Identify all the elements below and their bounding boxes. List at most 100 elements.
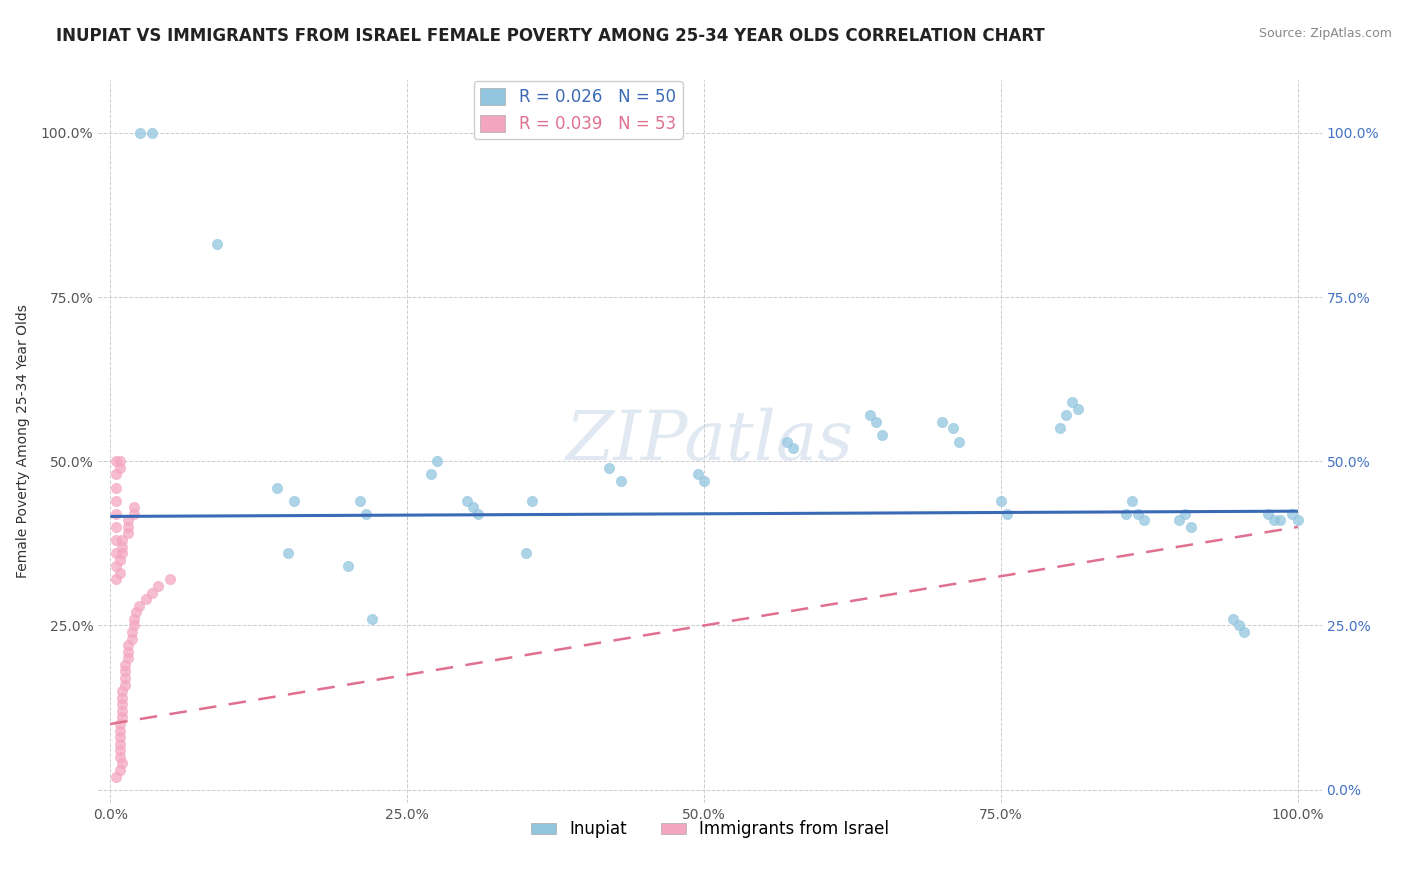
Immigrants from Israel [108, 749, 131, 764]
Immigrants from Israel [122, 507, 145, 521]
Inupiat [598, 460, 620, 475]
Immigrants from Israel [105, 573, 128, 587]
Inupiat [610, 474, 633, 488]
Inupiat [283, 493, 305, 508]
Immigrants from Israel [108, 723, 131, 738]
Immigrants from Israel [111, 533, 134, 547]
Inupiat [995, 507, 1018, 521]
Inupiat [354, 507, 377, 521]
Inupiat [1174, 507, 1197, 521]
Immigrants from Israel [105, 546, 128, 560]
Immigrants from Israel [117, 526, 139, 541]
Inupiat [141, 126, 163, 140]
Inupiat [931, 415, 953, 429]
Immigrants from Israel [111, 710, 134, 724]
Immigrants from Israel [111, 540, 134, 554]
Immigrants from Israel [105, 467, 128, 482]
Inupiat [1263, 513, 1285, 527]
Inupiat [990, 493, 1012, 508]
Immigrants from Israel [122, 500, 145, 515]
Inupiat [1222, 612, 1244, 626]
Immigrants from Israel [122, 618, 145, 632]
Inupiat [948, 434, 970, 449]
Immigrants from Israel [108, 553, 131, 567]
Inupiat [865, 415, 887, 429]
Inupiat [1281, 507, 1303, 521]
Immigrants from Israel [114, 665, 136, 679]
Immigrants from Israel [105, 533, 128, 547]
Inupiat [515, 546, 537, 560]
Immigrants from Israel [117, 520, 139, 534]
Inupiat [520, 493, 543, 508]
Inupiat [129, 126, 152, 140]
Immigrants from Israel [117, 645, 139, 659]
Inupiat [1062, 395, 1084, 409]
Inupiat [467, 507, 489, 521]
Immigrants from Israel [108, 566, 131, 580]
Text: ZIPatlas: ZIPatlas [567, 409, 853, 475]
Inupiat [1180, 520, 1202, 534]
Inupiat [942, 421, 965, 435]
Inupiat [776, 434, 799, 449]
Immigrants from Israel [108, 763, 131, 777]
Immigrants from Israel [146, 579, 169, 593]
Immigrants from Israel [105, 507, 128, 521]
Inupiat [1168, 513, 1191, 527]
Inupiat [1257, 507, 1279, 521]
Immigrants from Israel [108, 454, 131, 468]
Immigrants from Israel [105, 520, 128, 534]
Immigrants from Israel [111, 704, 134, 718]
Immigrants from Israel [108, 717, 131, 731]
Inupiat [277, 546, 299, 560]
Immigrants from Israel [121, 632, 143, 646]
Immigrants from Israel [141, 585, 163, 599]
Inupiat [1115, 507, 1137, 521]
Text: INUPIAT VS IMMIGRANTS FROM ISRAEL FEMALE POVERTY AMONG 25-34 YEAR OLDS CORRELATI: INUPIAT VS IMMIGRANTS FROM ISRAEL FEMALE… [56, 27, 1045, 45]
Inupiat [1132, 513, 1154, 527]
Immigrants from Israel [105, 454, 128, 468]
Inupiat [1227, 618, 1250, 632]
Immigrants from Israel [122, 612, 145, 626]
Immigrants from Israel [135, 592, 157, 607]
Immigrants from Israel [125, 605, 148, 619]
Immigrants from Israel [105, 493, 128, 508]
Immigrants from Israel [121, 625, 143, 640]
Inupiat [266, 481, 288, 495]
Inupiat [782, 441, 804, 455]
Immigrants from Israel [114, 671, 136, 685]
Inupiat [859, 409, 882, 423]
Inupiat [1233, 625, 1256, 640]
Immigrants from Israel [117, 651, 139, 665]
Immigrants from Israel [105, 770, 128, 784]
Immigrants from Israel [108, 460, 131, 475]
Inupiat [870, 428, 893, 442]
Immigrants from Israel [117, 638, 139, 652]
Inupiat [349, 493, 371, 508]
Inupiat [420, 467, 443, 482]
Inupiat [1286, 513, 1309, 527]
Inupiat [688, 467, 710, 482]
Inupiat [693, 474, 716, 488]
Immigrants from Israel [111, 684, 134, 698]
Immigrants from Israel [159, 573, 181, 587]
Immigrants from Israel [108, 743, 131, 757]
Immigrants from Israel [128, 599, 150, 613]
Immigrants from Israel [105, 481, 128, 495]
Inupiat [336, 559, 359, 574]
Inupiat [1121, 493, 1143, 508]
Immigrants from Israel [111, 756, 134, 771]
Immigrants from Israel [114, 677, 136, 691]
Immigrants from Israel [111, 546, 134, 560]
Inupiat [1054, 409, 1077, 423]
Legend: Inupiat, Immigrants from Israel: Inupiat, Immigrants from Israel [524, 814, 896, 845]
Y-axis label: Female Poverty Among 25-34 Year Olds: Female Poverty Among 25-34 Year Olds [15, 304, 30, 579]
Inupiat [1067, 401, 1090, 416]
Inupiat [461, 500, 484, 515]
Inupiat [426, 454, 449, 468]
Immigrants from Israel [111, 690, 134, 705]
Immigrants from Israel [108, 730, 131, 744]
Immigrants from Israel [111, 698, 134, 712]
Text: Source: ZipAtlas.com: Source: ZipAtlas.com [1258, 27, 1392, 40]
Immigrants from Israel [117, 513, 139, 527]
Inupiat [1268, 513, 1291, 527]
